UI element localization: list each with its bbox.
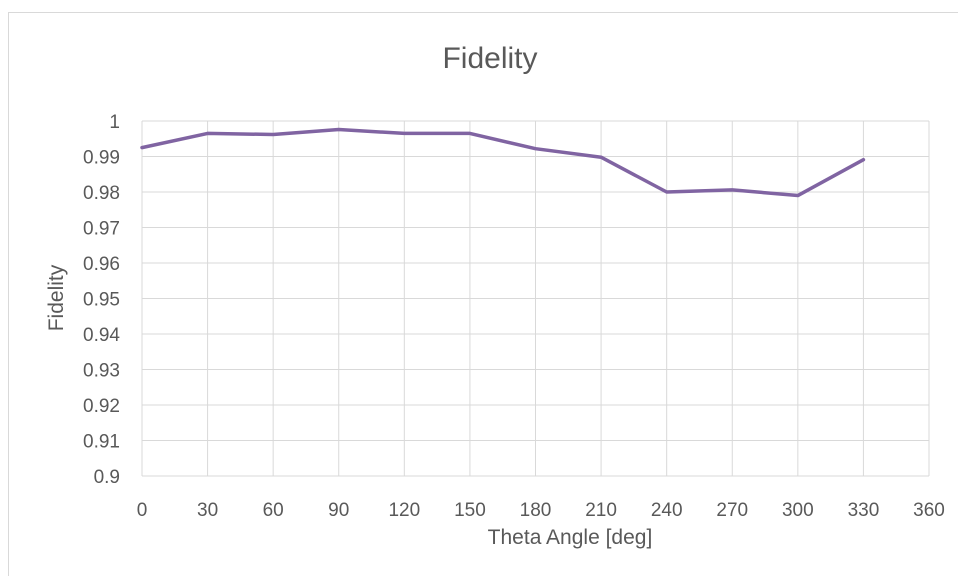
series-layer: [140, 127, 866, 198]
y-tick-label: 0.99: [83, 148, 120, 169]
gridlines: [141, 120, 930, 477]
x-tick-label: 210: [585, 500, 617, 521]
series-line: [140, 127, 866, 198]
y-tick-label: 0.94: [83, 325, 120, 346]
x-axis-label: Theta Angle [deg]: [488, 526, 653, 549]
y-tick-label: 1: [109, 112, 120, 133]
y-tick-label: 0.93: [83, 361, 120, 382]
y-tick-label: 0.91: [83, 432, 120, 453]
x-tick-label: 300: [782, 500, 814, 521]
chart-title: Fidelity: [442, 42, 537, 75]
y-axis-ticks: 0.9 0.91 0.92 0.93 0.94 0.95 0.96 0.97 0.98 0.99 1: [83, 112, 120, 488]
y-tick-label: 0.97: [83, 219, 120, 240]
chart-area: [8, 12, 958, 576]
y-tick-label: 0.9: [94, 467, 120, 488]
x-axis-ticks: 0 30 60 90 120 150 180 210 240 270 300 330 360: [137, 500, 945, 521]
x-tick-label: 120: [388, 500, 420, 521]
x-tick-label: 240: [651, 500, 683, 521]
x-tick-label: 30: [197, 500, 218, 521]
x-tick-label: 60: [263, 500, 284, 521]
x-tick-label: 360: [913, 500, 945, 521]
x-tick-label: 330: [848, 500, 880, 521]
y-tick-label: 0.92: [83, 396, 120, 417]
x-tick-label: 0: [137, 500, 148, 521]
y-tick-label: 0.98: [83, 183, 120, 204]
y-axis-label: Fidelity: [45, 264, 68, 331]
x-tick-label: 90: [328, 500, 349, 521]
x-tick-label: 150: [454, 500, 486, 521]
x-tick-label: 270: [716, 500, 748, 521]
y-tick-label: 0.96: [83, 254, 120, 275]
y-tick-label: 0.95: [83, 290, 120, 311]
x-tick-label: 180: [520, 500, 552, 521]
